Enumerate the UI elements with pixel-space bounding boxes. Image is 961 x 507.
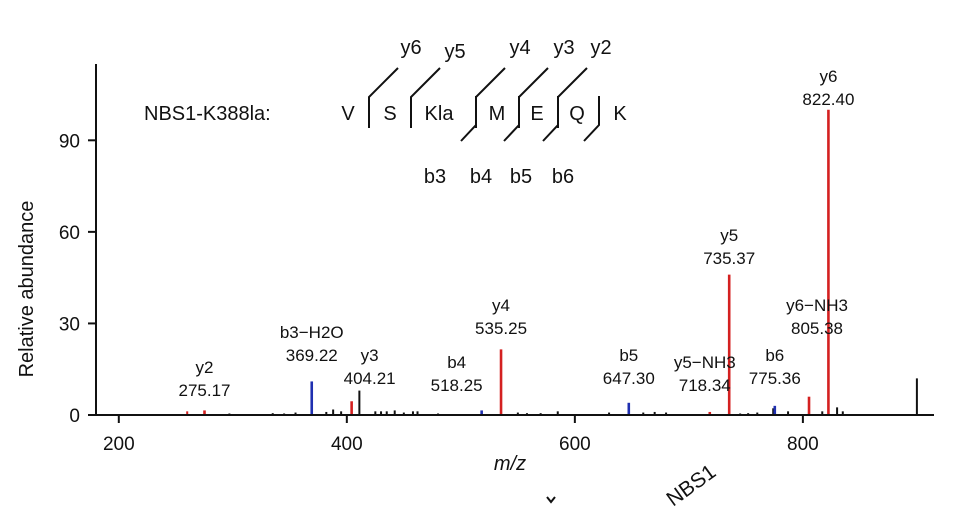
x-tick-label: 600 [559,434,591,455]
b-ion-label: b3 [424,166,446,188]
y-ion-label: y4 [509,37,530,59]
residue-q: Q [569,103,585,125]
x-axis-label: m/z [494,453,526,475]
peak-label-b3-h2o: b3−H2O 369.22 [280,323,344,365]
caron-mark [546,496,556,504]
peak-mz-label: 647.30 [603,369,655,388]
x-tick-label: 800 [787,434,819,455]
peak-ion-label: y6 [819,67,837,86]
residue-v: V [341,103,355,125]
y-tick-label: 90 [59,131,80,152]
y-ion-label: y2 [590,37,611,59]
b-fragment-mark [542,96,559,142]
y-fragment-mark [410,67,441,128]
residues: V S Kla M E Q K [341,103,627,125]
peak-label-y6-nh3: y6−NH3 805.38 [786,296,848,338]
y-ion-label: y5 [444,41,465,63]
y-axis-label: Relative abundance [16,201,38,378]
residue-e: E [530,103,543,125]
peak-ion-label: y5 [720,226,738,245]
peaks-layer [186,109,918,415]
peak-mz-label: 404.21 [344,369,396,388]
residue-k: K [613,103,627,125]
b-ion-label: b5 [510,166,532,188]
y-tick-label: 60 [59,223,80,244]
peak-ion-label: b5 [619,346,638,365]
residue-m: M [489,103,506,125]
x-tick-label: 200 [103,434,135,455]
peak-label-b6: b6 775.36 [749,346,801,388]
y-fragment-mark [368,67,399,128]
x-tick-label: 400 [331,434,363,455]
residue-kla: Kla [425,103,455,125]
peak-label-b5: b5 647.30 [603,346,655,388]
cropped-footer-text: NBS1 [662,460,720,507]
fragment-marks [368,67,600,142]
peak-mz-label: 518.25 [431,376,483,395]
y-ion-label: y6 [400,37,421,59]
y-tick-label: 30 [59,314,80,335]
peak-ion-label: b4 [447,353,466,372]
peak-ion-label: y2 [196,358,214,377]
peak-mz-label: 369.22 [286,346,338,365]
peptide-label: NBS1-K388la: [144,103,271,125]
peak-ion-label: b3−H2O [280,323,344,342]
y-ion-label: y3 [553,37,574,59]
b-fragment-mark [583,96,600,142]
peak-mz-label: 718.34 [679,376,731,395]
peak-ion-label: y3 [361,346,379,365]
peak-label-y3: y3 404.21 [344,346,396,388]
peak-ion-label: b6 [765,346,784,365]
axes-layer [95,64,934,416]
x-ticks: 200 400 600 800 [103,415,819,455]
peak-ion-label: y5−NH3 [674,353,736,372]
residue-s: S [383,103,396,125]
peak-ion-label: y6−NH3 [786,296,848,315]
peak-ion-label: y4 [492,296,510,315]
peak-mz-label: 735.37 [703,249,755,268]
peak-label-y5: y5 735.37 [703,226,755,268]
b-fragment-mark [460,96,477,142]
y-tick-label: 0 [69,406,80,427]
peak-label-y4: y4 535.25 [475,296,527,338]
peak-label-y2: y2 275.17 [179,358,231,400]
sequence-annotation: NBS1-K388la: V S Kla M E Q K y6 y5 y4 y3 y2 b3 b4 b5 b… [144,37,627,188]
ion-labels: y6 y5 y4 y3 y2 b3 b4 b5 b6 [400,37,611,188]
y-ticks: 0 30 60 90 [59,131,96,427]
peak-label-y6: y6 822.40 [802,67,854,109]
peak-label-y5-nh3: y5−NH3 718.34 [674,353,736,395]
peak-mz-label: 805.38 [791,319,843,338]
peak-labels: y2 275.17 b3−H2O 369.22 y3 404.21 b4 518.25 y4 53… [179,67,855,400]
peak-label-b4: b4 518.25 [431,353,483,395]
peak-mz-label: 535.25 [475,319,527,338]
peak-mz-label: 822.40 [802,90,854,109]
peak-mz-label: 275.17 [179,381,231,400]
b-fragment-mark [503,96,520,142]
peak-mz-label: 775.36 [749,369,801,388]
b-ion-label: b6 [552,166,574,188]
b-ion-label: b4 [470,166,492,188]
